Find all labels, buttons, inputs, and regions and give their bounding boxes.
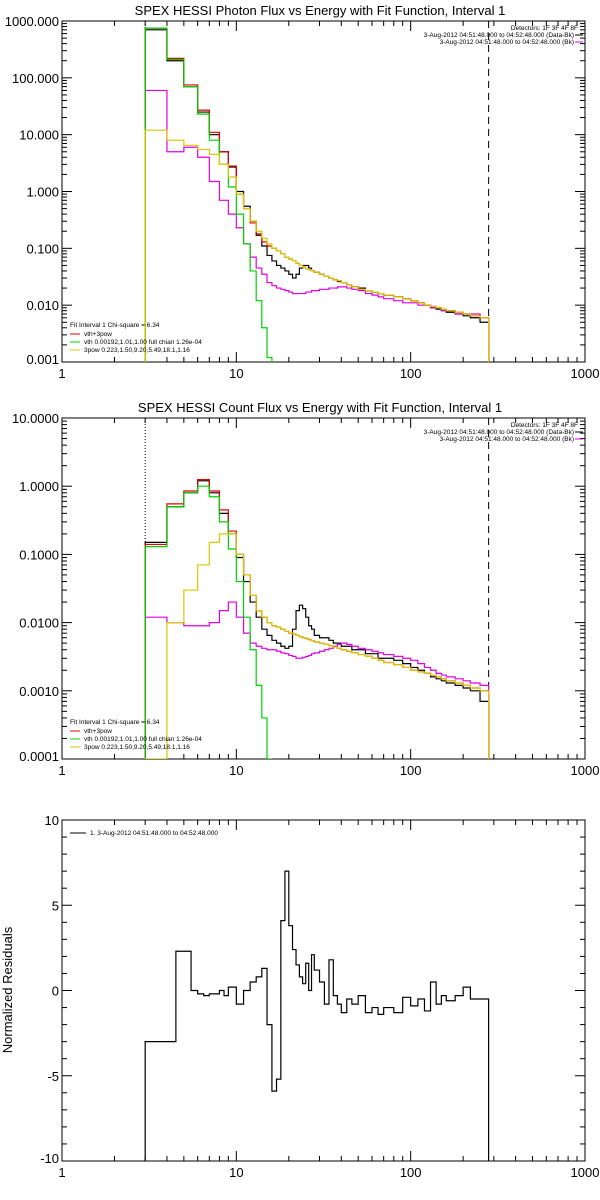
- x-tick-label: 1: [58, 763, 65, 778]
- series-group: [144, 21, 490, 362]
- legend-line: vth 0.00192,1.01,1.00 full chian 1.26e-0…: [84, 736, 202, 743]
- legend-line: vth+3pow: [84, 331, 112, 338]
- x-tick-label: 1: [58, 366, 65, 381]
- y-tick-label: 10.0000: [12, 411, 59, 426]
- series-line-vth: [144, 485, 273, 759]
- y-tick-label: 0.0001: [19, 749, 59, 764]
- legend: 1. 3-Aug-2012 04:51:48.000 to 04:52:48.0…: [70, 830, 218, 837]
- y-tick-label: 0: [52, 984, 59, 999]
- x-tick-label: 10: [229, 366, 243, 381]
- series-line-data-bk: [144, 29, 490, 362]
- y-tick-label: -10: [40, 1151, 59, 1166]
- x-tick-label: 100: [400, 763, 422, 778]
- y-tick-label: 5: [52, 898, 59, 913]
- y-tick-label: 1.000: [26, 185, 59, 200]
- series-line-vth: [144, 27, 273, 362]
- axis-ticks: 1 10 100 1000 0.0001 0.0010 0.0100 0.1000 1.0000…: [12, 411, 599, 778]
- y-tick-label: 100.000: [12, 71, 59, 86]
- y-tick-label: 10: [45, 813, 59, 828]
- legend-line: Fit Interval 1 Chi-square = 6.34: [70, 322, 160, 329]
- info-line: 3-Aug-2012 04:51:48.000 to 04:52:48.000 …: [424, 32, 574, 39]
- series-line-vth-3pow: [144, 478, 490, 759]
- x-tick-label: 1000: [571, 1165, 600, 1180]
- y-tick-label: 0.1000: [19, 547, 59, 562]
- series-line-data-bk: [144, 480, 490, 759]
- series-line-bk: [144, 89, 490, 362]
- legend-line: 3pow 0.223,1.50,9.20,5.49,18.1,1.16: [84, 744, 190, 751]
- y-tick-label: 0.0010: [19, 684, 59, 699]
- legend-line: 1. 3-Aug-2012 04:51:48.000 to 04:52:48.0…: [90, 830, 218, 837]
- info-line: Detectors: 1F 3F 4F 8F: [511, 422, 578, 429]
- axis-ticks: 1 10 100 1000 0.001 0.010 0.100 1.000 10.000 100.…: [5, 14, 600, 381]
- series-group: [144, 870, 490, 1161]
- legend-line: 3pow 0.223,1.50,9.20,5.49,18.1,1.16: [84, 347, 190, 354]
- series-line-3pow: [144, 129, 490, 362]
- y-tick-label: 0.010: [26, 298, 59, 313]
- plot-frame: [61, 20, 586, 363]
- info-line: Detectors: 1F 3F 4F 8F: [511, 25, 578, 32]
- info-block: Detectors: 1F 3F 4F 8F 3-Aug-2012 04:51:…: [424, 25, 583, 46]
- axis-ticks: 1 10 100 1000 -10 -5 0 5 10: [40, 813, 599, 1180]
- x-tick-label: 100: [400, 1165, 422, 1180]
- y-tick-label: 0.001: [26, 352, 59, 367]
- x-tick-label: 1000: [571, 366, 600, 381]
- info-block: Detectors: 1F 3F 4F 8F 3-Aug-2012 04:51:…: [424, 422, 583, 443]
- x-tick-label: 1000: [571, 763, 600, 778]
- legend: Fit Interval 1 Chi-square = 6.34 vth+3po…: [70, 322, 202, 354]
- x-tick-label: 10: [229, 763, 243, 778]
- y-tick-label: 1000.000: [5, 14, 59, 29]
- y-tick-label: 0.100: [26, 241, 59, 256]
- info-line: 3-Aug-2012 04:51:48.000 to 04:52:48.000 …: [424, 429, 574, 436]
- y-tick-label: 0.0100: [19, 616, 59, 631]
- legend: Fit Interval 1 Chi-square = 6.34 vth+3po…: [70, 719, 202, 751]
- legend-line: Fit Interval 1 Chi-square = 6.34: [70, 719, 160, 726]
- legend-line: vth+3pow: [84, 728, 112, 735]
- chart-title: SPEX HESSI Count Flux vs Energy with Fit…: [138, 400, 502, 415]
- residuals-panel: Normalized Residuals 1 10 100 1000 -10 -5 0 5 10…: [0, 813, 599, 1180]
- info-line: 3-Aug-2012 04:51:48.000 to 04:52:48.000 …: [440, 39, 574, 46]
- x-tick-label: 100: [400, 366, 422, 381]
- x-tick-label: 10: [229, 1165, 243, 1180]
- x-tick-label: 1: [58, 1165, 65, 1180]
- y-tick-label: -5: [47, 1069, 59, 1084]
- y-axis-label: Normalized Residuals: [0, 926, 15, 1053]
- plot-frame: [61, 819, 586, 1162]
- photon-flux-panel: SPEX HESSI Photon Flux vs Energy with Fi…: [5, 3, 600, 381]
- info-line: 3-Aug-2012 04:51:48.000 to 04:52:48.000 …: [440, 436, 574, 443]
- series-line-vth-3pow: [144, 27, 490, 362]
- plot-frame: [61, 417, 586, 760]
- y-tick-label: 1.0000: [19, 479, 59, 494]
- series-line-3pow: [144, 533, 490, 759]
- series-group: [144, 418, 490, 759]
- legend-line: vth 0.00192,1.01,1.00 full chian 1.26e-0…: [84, 339, 202, 346]
- series-line-bk: [144, 601, 490, 759]
- chart-title: SPEX HESSI Photon Flux vs Energy with Fi…: [135, 3, 506, 18]
- count-flux-panel: SPEX HESSI Count Flux vs Energy with Fit…: [12, 400, 599, 778]
- series-line-1: [144, 870, 490, 1161]
- y-tick-label: 10.000: [19, 128, 59, 143]
